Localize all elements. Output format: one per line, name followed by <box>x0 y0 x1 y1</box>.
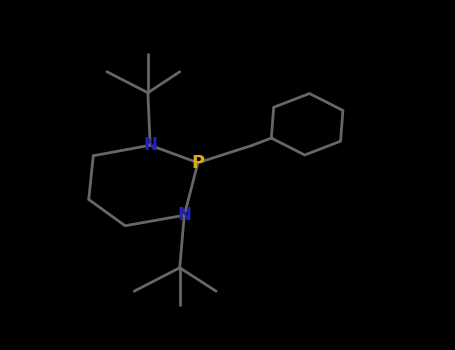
Text: N: N <box>177 206 191 224</box>
Text: N: N <box>143 136 157 154</box>
Text: P: P <box>192 154 204 172</box>
